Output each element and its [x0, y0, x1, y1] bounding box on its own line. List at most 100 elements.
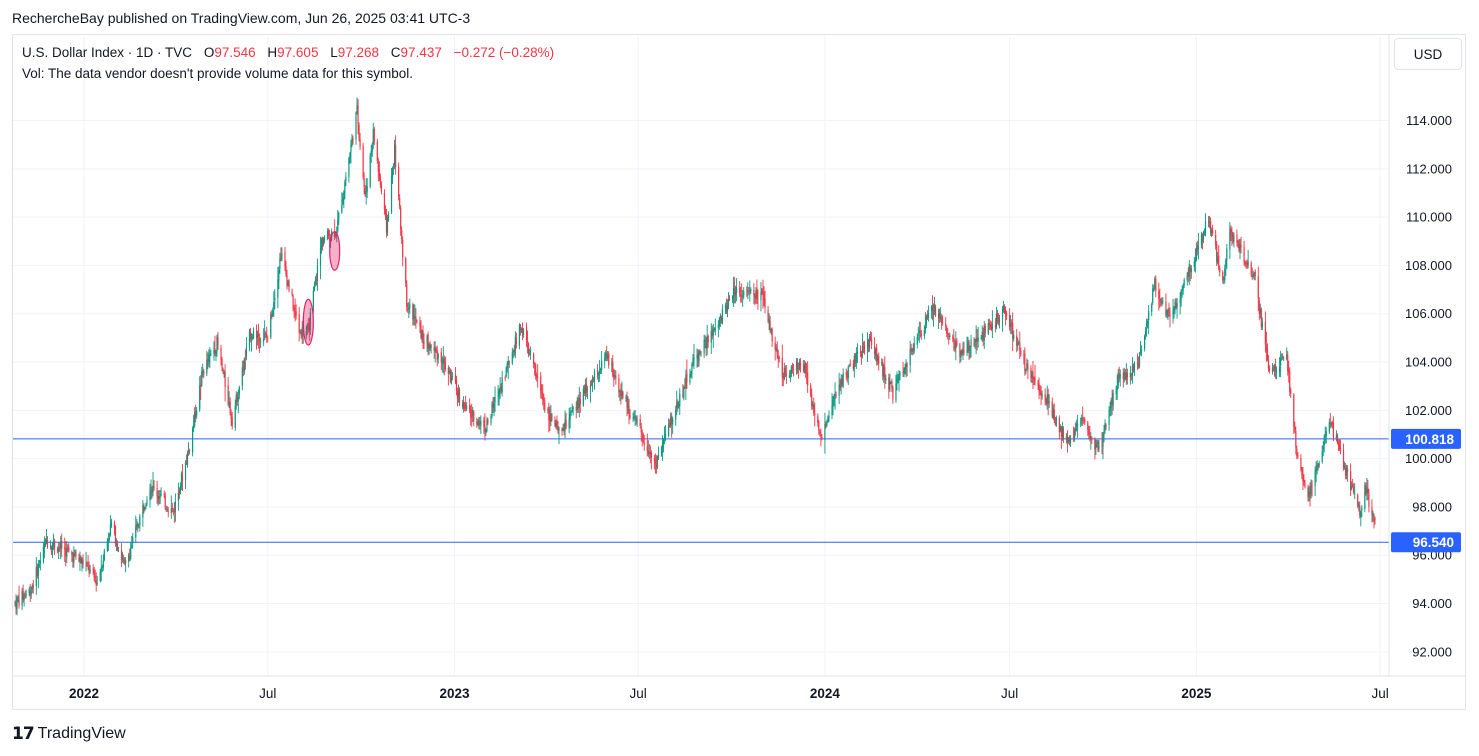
candle-body — [328, 229, 330, 237]
candle-body — [1207, 221, 1210, 223]
candle-body — [634, 416, 636, 418]
candle-body — [1272, 367, 1275, 370]
candle-body — [660, 447, 663, 454]
candle-body — [490, 415, 492, 424]
candle-body — [471, 416, 473, 418]
currency-button[interactable]: USD — [1394, 38, 1462, 70]
candle-body — [835, 394, 837, 396]
candle-body — [179, 486, 182, 493]
candle-body — [124, 560, 126, 563]
candle-body — [854, 354, 856, 365]
candle-body — [798, 361, 801, 369]
candle-body — [1216, 244, 1218, 262]
candle-body — [980, 337, 982, 339]
candle-body — [1102, 435, 1104, 448]
candle-body — [272, 310, 274, 316]
candle-body — [570, 411, 572, 413]
candle-body — [216, 336, 218, 352]
candle-body — [1318, 463, 1320, 467]
candle-body — [73, 553, 75, 563]
candle-body — [1146, 321, 1148, 328]
candle-body — [217, 337, 219, 347]
candle-body — [941, 317, 943, 323]
candle-body — [125, 560, 127, 564]
candle-body — [505, 367, 507, 377]
candle-body — [771, 329, 773, 342]
candle-body — [855, 354, 857, 364]
candle-body — [551, 414, 553, 420]
candle-body — [1231, 230, 1233, 238]
candle-body — [931, 306, 934, 312]
candle-body — [236, 394, 238, 403]
candle-body — [401, 230, 403, 239]
candle-body — [157, 496, 159, 499]
candle-body — [1273, 366, 1276, 369]
candle-body — [46, 540, 49, 548]
candle-body — [128, 554, 130, 562]
candle-body — [628, 405, 630, 415]
candle-body — [883, 366, 885, 378]
candle-body — [264, 333, 266, 338]
candle-body — [1052, 408, 1054, 419]
candle-body — [43, 544, 46, 548]
candle-body — [373, 128, 375, 142]
candle-body — [1084, 419, 1086, 423]
candle-body — [476, 421, 478, 425]
candle-body — [241, 367, 243, 386]
candle-body — [930, 307, 933, 312]
candle-body — [51, 543, 54, 552]
chart-frame[interactable] — [12, 34, 1466, 710]
candle-body — [863, 344, 866, 353]
candle-body — [1122, 373, 1124, 379]
candle-body — [435, 348, 437, 352]
candle-body — [131, 545, 133, 547]
candle-body — [1338, 444, 1341, 450]
candle-body — [736, 287, 738, 293]
candle-body — [515, 338, 517, 345]
candle-body — [611, 363, 613, 366]
candle-body — [1055, 417, 1057, 426]
candle-body — [1245, 263, 1247, 265]
candle-body — [686, 373, 688, 383]
footer-brand[interactable]: 𝟭𝟳 TradingView — [12, 724, 126, 744]
candle-body — [927, 312, 930, 318]
x-tick-label: 2023 — [439, 686, 470, 701]
candle-body — [428, 344, 430, 349]
candle-body — [748, 290, 750, 292]
y-tick-label: 92.000 — [1412, 644, 1452, 659]
candle-body — [1215, 235, 1217, 245]
candle-body — [242, 368, 244, 371]
candle-body — [956, 340, 958, 345]
candle-body — [871, 339, 873, 346]
candle-body — [974, 343, 976, 345]
candle-body — [1038, 383, 1040, 391]
candle-body — [49, 546, 52, 548]
candle-body — [1024, 353, 1026, 371]
candle-body — [601, 360, 603, 370]
candle-body — [1030, 367, 1032, 378]
candle-body — [784, 367, 786, 374]
candle-body — [109, 524, 111, 536]
candle-body — [30, 591, 32, 595]
candle-body — [102, 560, 104, 568]
candle-body — [731, 296, 734, 300]
highlight-marker[interactable] — [302, 298, 314, 346]
candle-body — [120, 549, 123, 560]
candle-body — [1294, 426, 1296, 431]
candle-body — [527, 343, 530, 355]
candle-body — [194, 411, 196, 427]
candle-body — [1323, 436, 1325, 445]
candle-body — [1257, 276, 1259, 299]
candle-body — [1098, 445, 1100, 449]
candle-body — [1154, 279, 1156, 289]
candle-body — [881, 362, 883, 365]
candle-body — [790, 366, 793, 375]
candle-body — [1328, 422, 1330, 433]
highlight-marker[interactable] — [329, 231, 341, 271]
candle-body — [386, 218, 389, 234]
candle-body — [597, 373, 600, 376]
candle-body — [1132, 366, 1135, 371]
candle-body — [1110, 400, 1112, 409]
y-tick-label: 102.000 — [1405, 403, 1452, 418]
